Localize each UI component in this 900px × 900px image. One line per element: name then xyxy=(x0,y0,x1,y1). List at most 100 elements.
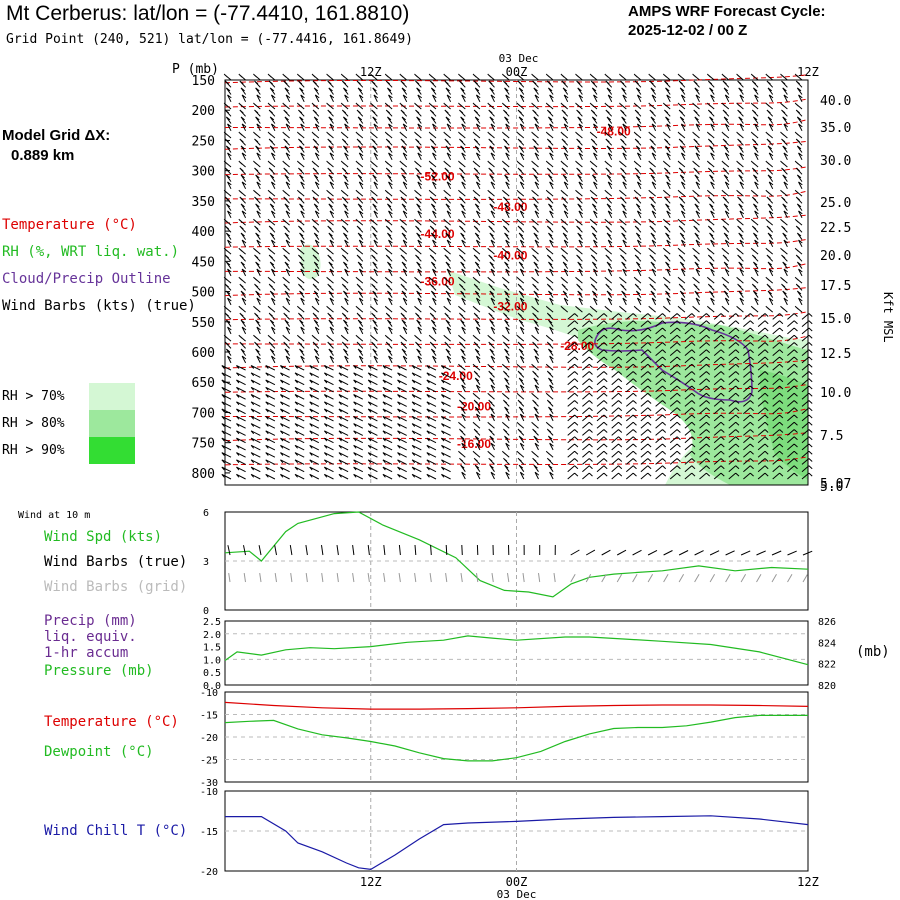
height-axis-label: Kft MSL xyxy=(881,292,895,343)
model-grid-label: Model Grid ΔX: xyxy=(2,127,111,144)
wind-barb-row xyxy=(221,442,813,451)
wind-barb-row xyxy=(223,247,803,255)
temp-tick-label: -25 xyxy=(200,756,218,767)
pressure-tick-label: 300 xyxy=(192,165,215,180)
precip-tick-label: 2.0 xyxy=(203,630,221,641)
wind-barb-row xyxy=(221,471,813,480)
wind-barb-row xyxy=(225,145,803,153)
wind-barb-row xyxy=(221,392,813,400)
windchill-tick-label: -20 xyxy=(200,867,218,878)
wind-barb-row xyxy=(225,261,803,269)
wind-barb-row xyxy=(227,268,803,277)
wind-barb-row xyxy=(224,80,803,88)
height-tick-label: 5.0 xyxy=(820,480,843,495)
windchill-tick-label: -10 xyxy=(200,787,218,798)
bottom-time-label: 12Z xyxy=(360,875,382,889)
wind-barb-row xyxy=(221,377,813,386)
model-grid-value: 0.889 km xyxy=(11,147,75,164)
wind-tick-label: 6 xyxy=(203,508,209,519)
temp-tick-label: -15 xyxy=(200,711,218,722)
isotherm-line xyxy=(224,287,809,297)
wind-barb-row xyxy=(225,116,803,124)
wind-tick-label: 3 xyxy=(203,557,209,568)
pressure-tick-label: 350 xyxy=(192,195,215,210)
height-tick-label: 35.0 xyxy=(820,121,851,136)
height-tick-label: 25.0 xyxy=(820,196,851,211)
wind-barb-row xyxy=(221,384,813,393)
label-wind-spd: Wind Spd (kts) xyxy=(44,529,163,545)
pressure-tick-label: 200 xyxy=(192,104,215,119)
wind-barb-row xyxy=(227,94,803,103)
isotherm-line xyxy=(224,383,809,393)
label-dewpoint: Dewpoint (°C) xyxy=(44,744,154,760)
forecast-cycle: AMPS WRF Forecast Cycle: 2025-12-02 / 00… xyxy=(628,2,826,40)
wind-barb-row xyxy=(227,123,803,132)
model-grid-info: Model Grid ΔX: 0.889 km xyxy=(2,126,110,166)
label-wind-grid: Wind Barbs (grid) xyxy=(44,579,188,595)
wind-barb-row xyxy=(224,225,803,233)
legend-rh: RH (%, WRT liq. wat.) xyxy=(2,244,180,260)
isotherm-label: -28.00 xyxy=(560,339,594,353)
legend-rh80: RH > 80% xyxy=(2,416,65,431)
wind-barb-row xyxy=(221,370,813,378)
isotherm-label: -24.00 xyxy=(439,369,473,383)
isotherm-label: -20.00 xyxy=(457,399,491,413)
wind-barb-row xyxy=(227,181,803,190)
isotherm-label: -36.00 xyxy=(421,274,455,288)
wind-barb-row xyxy=(221,406,813,415)
wind-barb-row xyxy=(224,138,803,146)
legend-temperature: Temperature (°C) xyxy=(2,217,137,233)
pressure-tick-label: 500 xyxy=(192,286,215,301)
height-tick-label: 22.5 xyxy=(820,221,851,236)
lower-panels: 6 3 02.5 2.0 1.51.0 0.5 0.0 826 824 822 820 -10 -15 -… xyxy=(200,508,836,900)
wind-speed-line xyxy=(224,511,809,598)
isotherm-label: -44.00 xyxy=(421,227,455,241)
precip-tick-label: 0.5 xyxy=(203,668,221,679)
swatch-rh90 xyxy=(89,437,135,464)
pressure-tick-label: 700 xyxy=(192,406,215,421)
wind-barb-row xyxy=(224,283,803,291)
pressure-tick-label: 826 xyxy=(818,617,836,628)
height-tick-label: 7.5 xyxy=(820,429,843,444)
rh70-region xyxy=(300,244,321,280)
wind-barb-row xyxy=(227,210,803,219)
isotherm-label: -32.00 xyxy=(493,300,527,314)
wind-barb-row xyxy=(225,348,813,356)
pressure-tick-label: 250 xyxy=(192,134,215,149)
wind-barb-row xyxy=(225,319,813,327)
wind-tick-label: 0 xyxy=(203,606,209,617)
height-tick-label: 10.0 xyxy=(820,386,851,401)
pressure-tick-label: 150 xyxy=(192,74,215,89)
top-date-label: 03 Dec xyxy=(499,52,539,65)
label-pressure: Pressure (mb) xyxy=(44,663,154,679)
wind-barb-row xyxy=(221,464,813,473)
wind-barbs xyxy=(221,73,813,480)
height-tick-label: 17.5 xyxy=(820,279,851,294)
wind-barb-row xyxy=(223,73,803,81)
isotherm-label: -48.00 xyxy=(493,200,527,214)
pressure-tick-label: 824 xyxy=(818,638,836,649)
temp-tick-label: -10 xyxy=(200,688,218,699)
wind-barb-row xyxy=(221,399,813,407)
wind-barb-row xyxy=(221,450,813,458)
wind-barb-row xyxy=(227,355,813,364)
wind-barb-row xyxy=(225,232,803,240)
temp-tick-label: -30 xyxy=(200,778,218,789)
wind-barb-row xyxy=(221,421,813,429)
pressure-tick-label: 822 xyxy=(818,660,836,671)
wind-barb-row xyxy=(224,167,803,175)
legend-cloud: Cloud/Precip Outline xyxy=(2,271,171,287)
dewpoint-line xyxy=(224,714,808,762)
pressure-tick-label: 820 xyxy=(818,681,836,692)
precip-tick-label: 2.5 xyxy=(203,617,221,628)
wind-barb-row xyxy=(227,239,803,248)
forecast-cycle-value: 2025-12-02 / 00 Z xyxy=(628,22,748,39)
wind-barb-row xyxy=(223,131,803,139)
wind-barb-row xyxy=(223,160,803,168)
wind-barb-row xyxy=(223,334,813,342)
pressure-tick-label: 650 xyxy=(192,376,215,391)
bottom-date-label: 03 Dec xyxy=(497,888,537,900)
isotherm-label: -40.00 xyxy=(493,248,527,262)
legend-rh90: RH > 90% xyxy=(2,443,65,458)
